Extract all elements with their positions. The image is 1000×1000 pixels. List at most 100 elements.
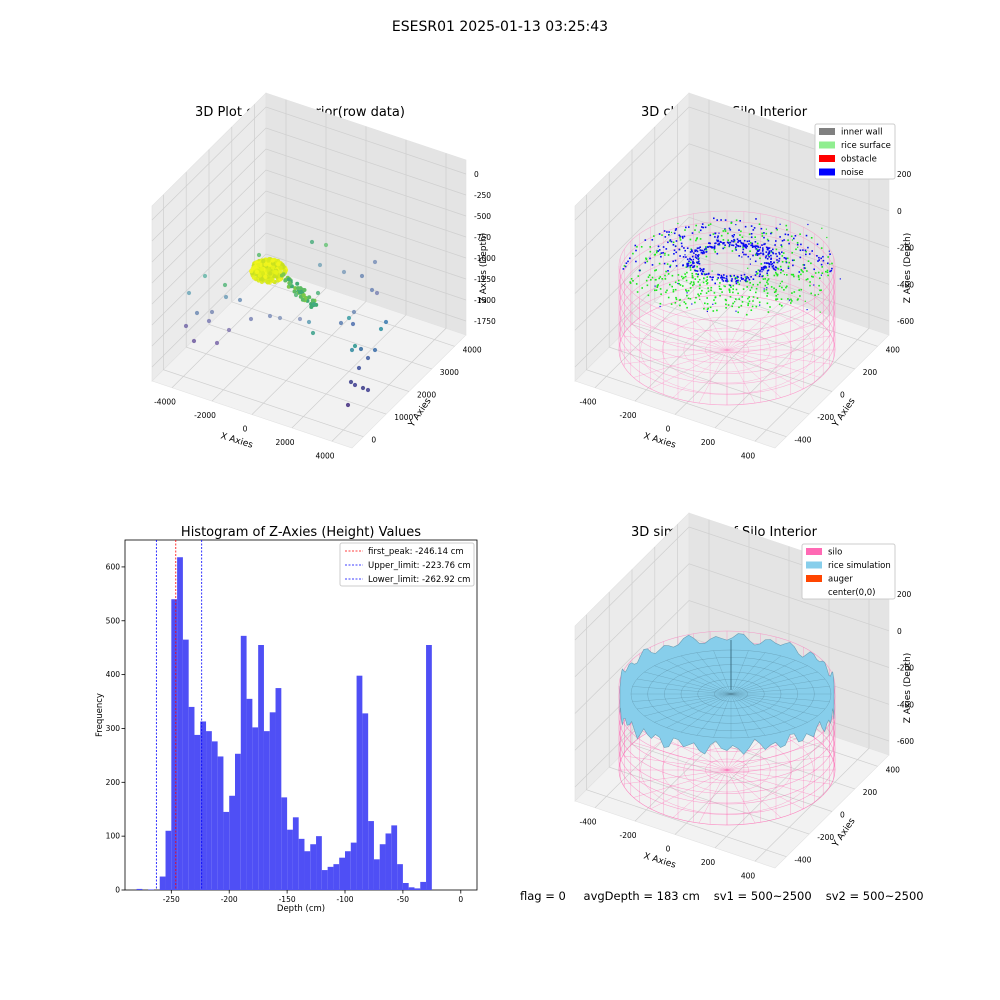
rice-surface-point: [776, 228, 778, 231]
rice-surface-point: [691, 272, 693, 275]
rice-mesh-spoke: [666, 660, 732, 695]
noise-point: [775, 240, 777, 242]
noise-point: [797, 246, 799, 248]
noise-point: [788, 299, 791, 301]
rice-surface-point: [814, 294, 816, 296]
noise-point: [735, 249, 737, 251]
rice-mesh-spoke: [696, 693, 732, 736]
noise-point: [670, 240, 673, 243]
noise-point: [781, 240, 784, 242]
raw-point: [369, 287, 375, 293]
rice-surface-point: [817, 271, 820, 274]
rice-surface-point: [820, 247, 823, 249]
noise-point: [780, 244, 783, 246]
rice-mesh-spoke: [730, 655, 782, 695]
classify-silo-floor-spoke: [672, 349, 728, 398]
rice-surface-point: [786, 228, 788, 231]
noise-point: [702, 270, 705, 273]
rice-surface-point: [714, 302, 717, 305]
noise-point: [763, 288, 765, 290]
noise-point: [731, 278, 733, 280]
rice-surface-point: [636, 246, 638, 248]
noise-point: [785, 261, 788, 264]
rice-surface-point: [776, 298, 779, 300]
rice-surface-point: [751, 305, 754, 308]
raw-grid-z: [151, 169, 467, 284]
rice-surface-point: [684, 229, 686, 231]
noise-point: [701, 226, 703, 228]
rice-mesh-spoke: [730, 678, 826, 695]
rice-surface-point: [648, 274, 651, 276]
noise-point: [700, 249, 702, 252]
rice-surface-point: [705, 280, 708, 282]
classify-silo-floor-spoke: [650, 349, 728, 390]
noise-point: [718, 242, 720, 245]
noise-point: [765, 228, 767, 230]
rice-surface-point: [691, 275, 694, 277]
rice-surface-point: [725, 299, 727, 302]
rice-surface-point: [709, 306, 712, 309]
rice-surface-point: [805, 278, 808, 281]
noise-point: [681, 245, 683, 248]
rice-surface-point: [722, 230, 725, 232]
raw-point: [358, 346, 364, 352]
noise-point: [762, 249, 764, 251]
rice-surface-point: [656, 251, 658, 254]
noise-point: [644, 261, 647, 264]
rice-surface-point: [655, 269, 657, 271]
rice-surface-point: [734, 276, 737, 279]
rice-surface-point: [677, 274, 680, 276]
rice-surface-point: [810, 292, 812, 295]
raw-point: [202, 273, 208, 279]
noise-point: [817, 260, 819, 262]
noise-point: [674, 259, 677, 262]
rice-surface-point: [785, 286, 787, 289]
rice-surface-point: [818, 284, 820, 287]
noise-point: [720, 276, 722, 279]
noise-point: [741, 278, 743, 280]
rice-surface-point: [767, 254, 770, 257]
histogram-bar: [362, 713, 369, 890]
histogram-x-tick-label: -250: [163, 895, 180, 904]
rice-surface-point: [669, 264, 672, 267]
classify-ylabel: Y Axies: [831, 396, 858, 430]
raw-point: [356, 365, 362, 371]
raw-point: [260, 271, 266, 276]
raw-z-tick-label: -750: [474, 233, 491, 242]
rice-surface-point: [664, 274, 666, 277]
rice-surface-point: [685, 290, 688, 292]
noise-point: [679, 235, 681, 238]
noise-point: [791, 259, 794, 262]
noise-point: [712, 276, 714, 279]
noise-point: [768, 247, 771, 249]
classify-grid-y: [654, 126, 855, 370]
noise-point: [670, 231, 673, 233]
rice-surface-point: [692, 284, 694, 287]
histogram-bar: [159, 876, 166, 890]
noise-point: [807, 223, 809, 226]
noise-point: [744, 245, 747, 248]
noise-point: [783, 273, 785, 276]
noise-point: [765, 255, 768, 257]
noise-point: [745, 244, 748, 246]
simulation-y-tick-label: 200: [863, 788, 878, 797]
rice-surface-point: [724, 285, 726, 288]
rice-surface-point: [761, 232, 763, 235]
rice-surface-point: [749, 250, 751, 252]
noise-point: [673, 232, 676, 235]
rice-surface-point: [685, 266, 688, 268]
histogram-bar: [269, 712, 276, 890]
noise-point: [675, 251, 677, 254]
rice-surface-point: [748, 233, 751, 235]
noise-point: [654, 285, 656, 287]
rice-surface-point: [666, 289, 668, 292]
noise-point: [750, 276, 752, 278]
rice-surface-point: [792, 273, 795, 276]
noise-point: [714, 282, 716, 285]
rice-surface-point: [699, 284, 701, 286]
noise-point: [668, 233, 670, 236]
noise-point: [750, 236, 753, 238]
rice-surface-point: [710, 286, 713, 289]
rice-surface-point: [649, 246, 651, 248]
raw-grid-y: [185, 172, 387, 415]
